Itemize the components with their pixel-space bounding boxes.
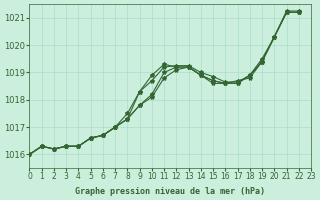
X-axis label: Graphe pression niveau de la mer (hPa): Graphe pression niveau de la mer (hPa)	[75, 187, 265, 196]
